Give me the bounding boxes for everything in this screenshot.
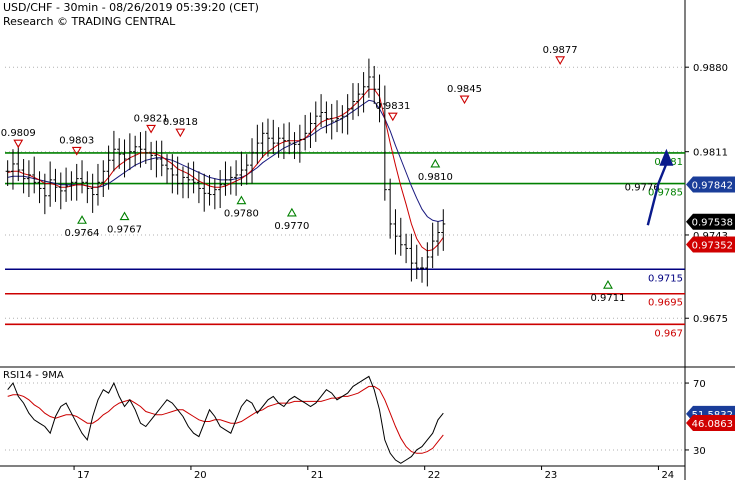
swing-low-label: 0.9780: [224, 209, 259, 220]
price-tag-resistance: [686, 176, 735, 193]
rsi-title: RSI14 - 9MA: [3, 370, 64, 381]
swing-high-label: 0.9845: [447, 84, 482, 95]
time-tick-label: 23: [545, 470, 558, 480]
time-tick-label: 20: [194, 470, 207, 480]
swing-high-marker: [387, 112, 398, 122]
time-tick-label: 17: [77, 470, 90, 480]
rsi-tick-label: 70: [693, 379, 706, 390]
swing-high-label: 0.9831: [375, 101, 410, 112]
swing-low-label: 0.9764: [65, 228, 100, 239]
swing-low-label: 0.9770: [274, 221, 309, 232]
time-tick-label: 21: [311, 470, 324, 480]
rsi-ma-value-tag: [686, 415, 735, 432]
swing-high-marker: [175, 128, 186, 138]
swing-high-label: 0.9877: [543, 45, 578, 56]
price-tick-label: 0.9743: [693, 231, 728, 242]
swing-low-marker: [236, 195, 247, 205]
price-tick-label: 0.9675: [693, 314, 728, 325]
forecast-arrow-line: [646, 163, 668, 226]
time-tick-label: 22: [428, 470, 441, 480]
swing-low-label: 0.9810: [418, 172, 453, 183]
level-label: 0.9695: [648, 298, 683, 309]
chart-title: USD/CHF - 30min - 08/26/2019 05:39:20 (C…: [3, 1, 259, 14]
forecast-arrow-head: [659, 148, 674, 166]
swing-low-marker: [77, 215, 87, 224]
level-label: 0.9715: [648, 273, 683, 284]
rsi-tick-label: 30: [693, 446, 706, 457]
swing-low-marker: [430, 158, 441, 168]
swing-high-marker: [13, 139, 24, 149]
price-tick-label: 0.9880: [693, 63, 728, 74]
swing-low-marker: [119, 211, 130, 221]
price-panel: 0.9810.97850.97150.96950.9670.98090.9803…: [1, 45, 685, 339]
rsi-panel: RSI14 - 9MA: [3, 370, 685, 464]
chart-subtitle: Research © TRADING CENTRAL: [3, 15, 176, 28]
price-tag-ma-label: 0.97352: [692, 241, 733, 252]
level-label: 0.967: [654, 328, 683, 339]
swing-low-marker: [286, 207, 297, 217]
price-tag-current-label: 0.97538: [692, 218, 733, 229]
swing-high-label: 0.9809: [1, 128, 36, 139]
level-label: 0.9785: [648, 188, 683, 199]
swing-high-marker: [71, 146, 82, 156]
swing-high-marker: [146, 124, 157, 134]
swing-low-label: 0.9711: [590, 293, 625, 304]
price-tag-resistance-label: 0.97842: [692, 181, 733, 192]
ma21-line: [7, 99, 444, 223]
swing-low-marker: [603, 280, 613, 289]
price-tick-label: 0.9811: [693, 148, 728, 159]
swing-high-label: 0.9818: [163, 117, 198, 128]
price-tag-current: [686, 213, 735, 230]
time-tick-label: 24: [661, 470, 674, 480]
rsi-ma-line: [7, 385, 444, 454]
price-tag-ma: [686, 236, 735, 253]
swing-low-label: 0.9767: [107, 225, 142, 236]
swing-high-marker: [459, 95, 470, 105]
annotation-label: 0.9776: [625, 183, 660, 194]
rsi-ma-value-tag-label: 46.0863: [692, 419, 733, 430]
swing-high-label: 0.9803: [59, 135, 94, 146]
axis-layer: 0.9880 0.9811 0.9743 0.9675 0.97842 0.97538 0.…: [73, 63, 735, 480]
rsi-line: [7, 375, 444, 464]
swing-high-marker: [555, 56, 566, 65]
swing-high-label: 0.9821: [134, 113, 169, 124]
